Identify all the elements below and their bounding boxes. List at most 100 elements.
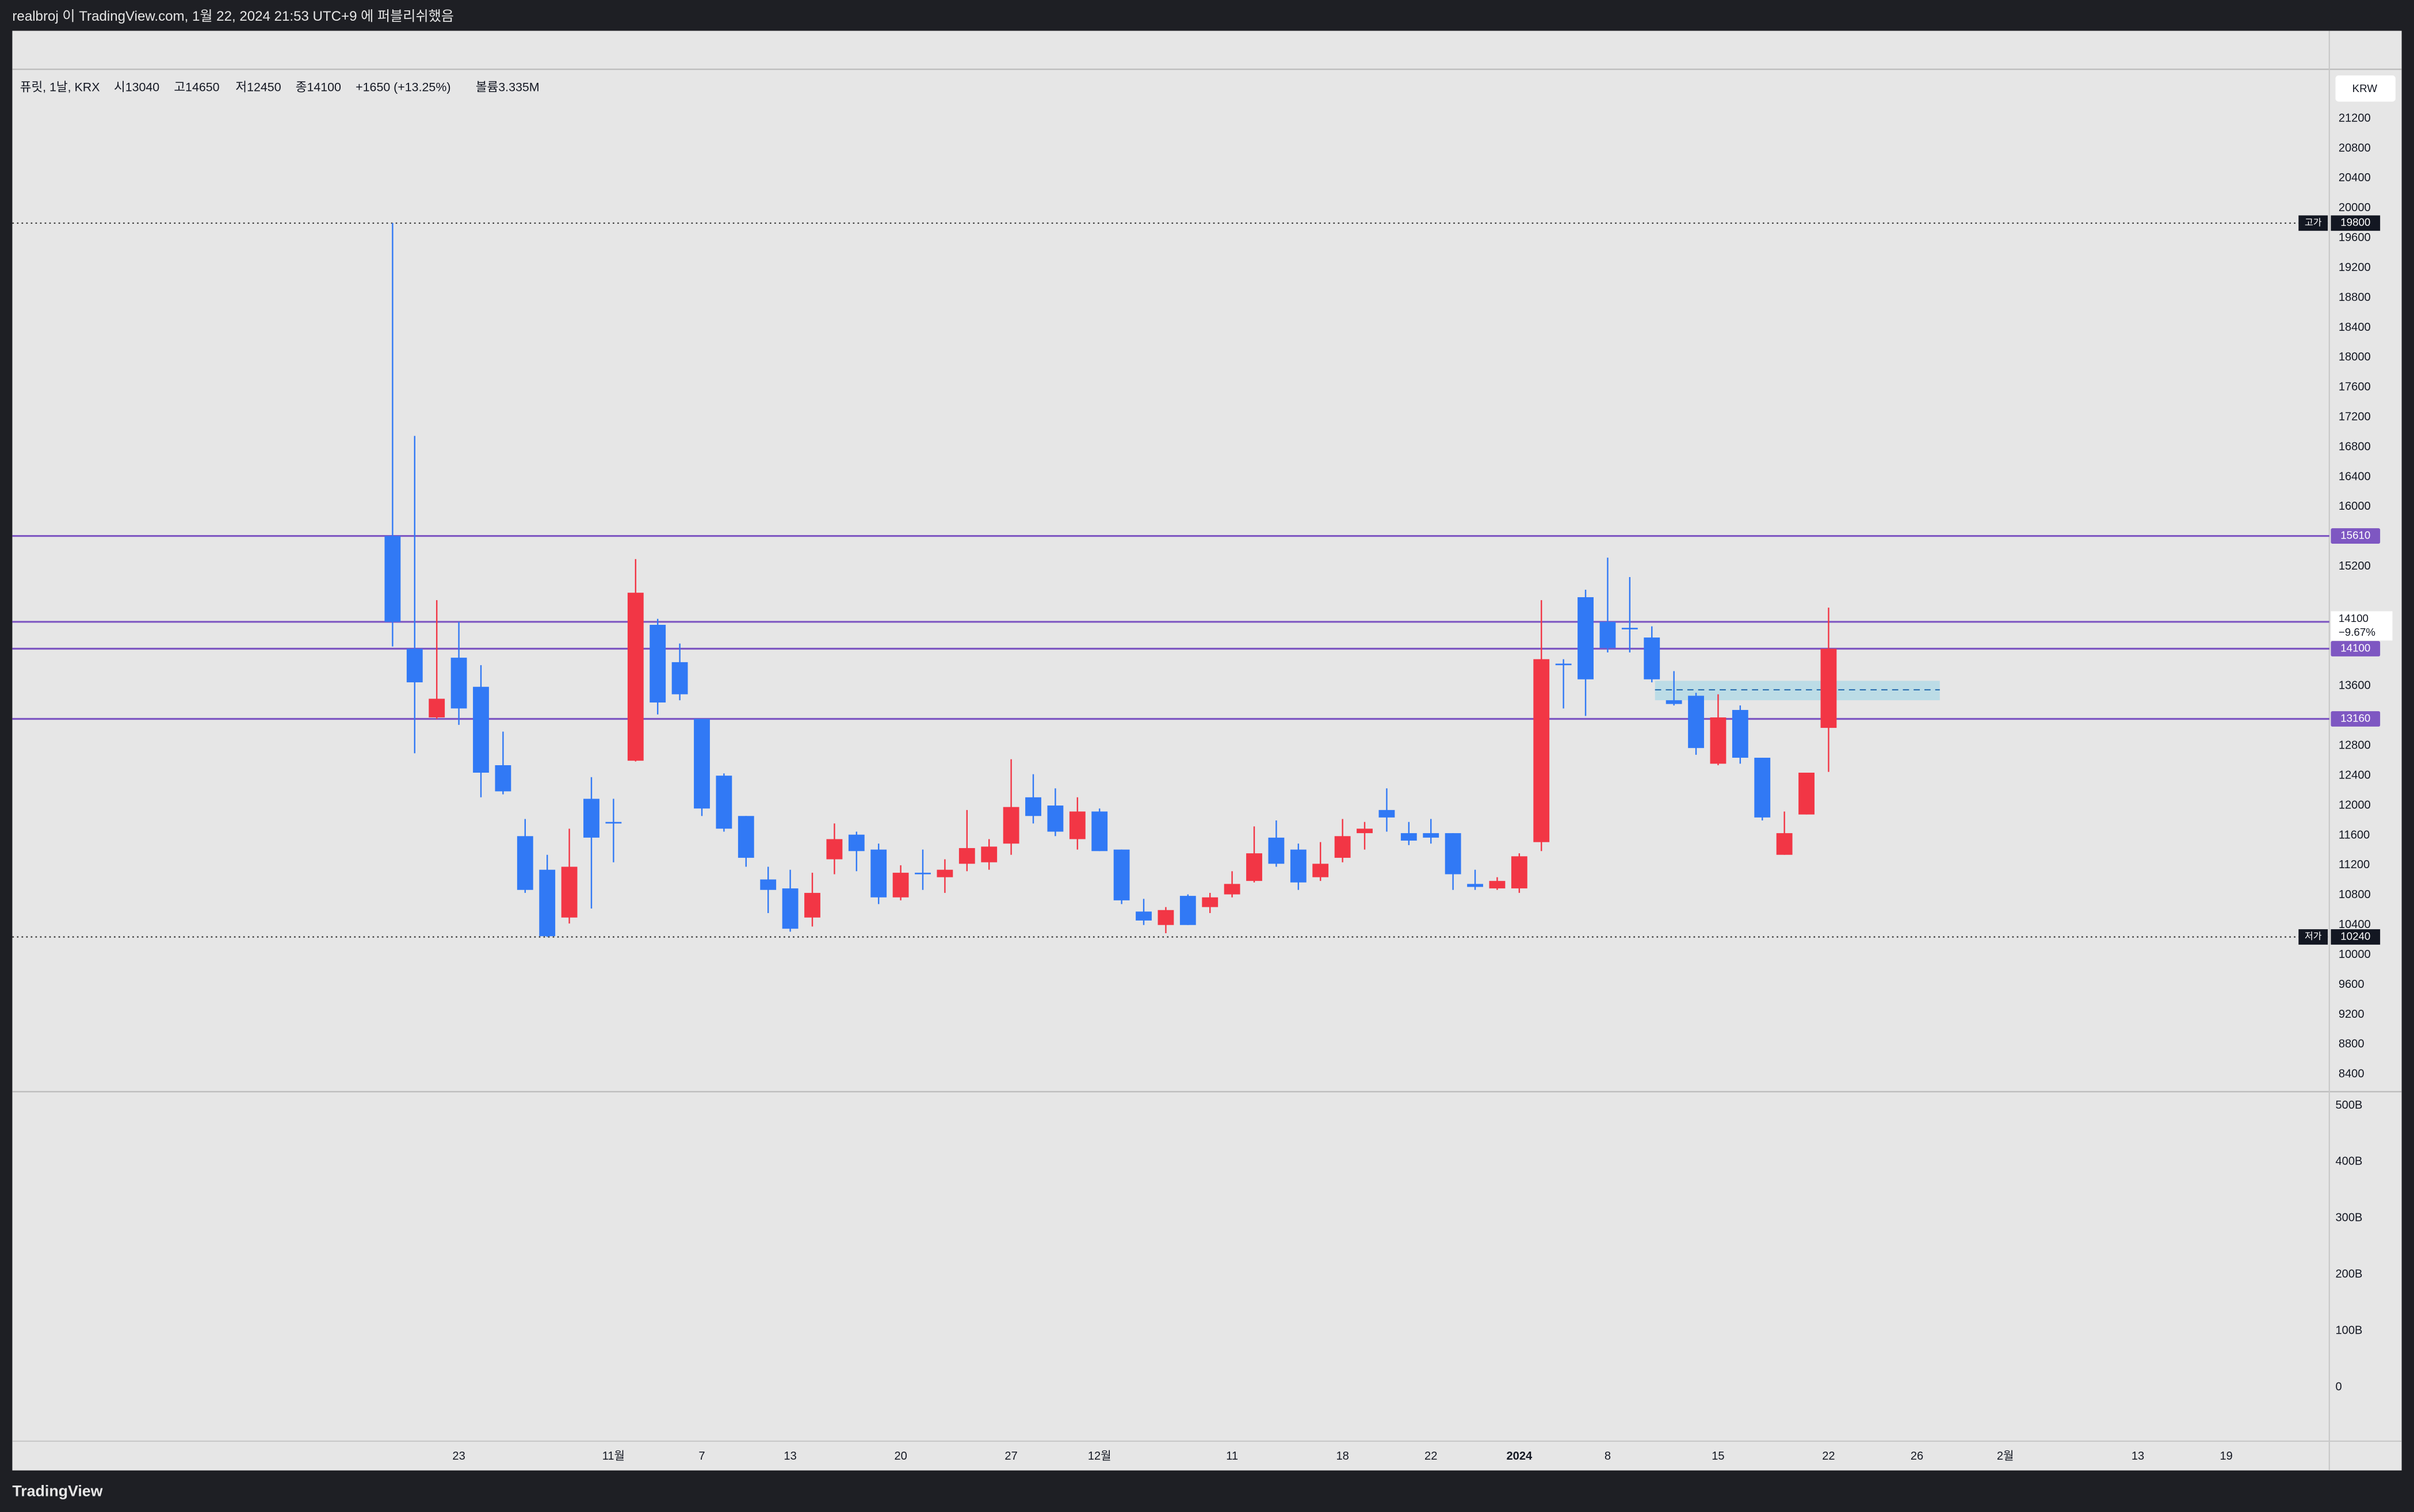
candle-body [1423, 833, 1439, 838]
candle-body [517, 836, 533, 890]
y-tick-label: 9200 [2339, 1008, 2365, 1021]
x-tick-label: 20 [894, 1450, 907, 1463]
candle-body [1136, 911, 1152, 921]
candle-body [605, 822, 622, 824]
y-tick-label: 18800 [2339, 291, 2371, 304]
candle-body [495, 765, 511, 792]
y-tick-label: 11600 [2339, 828, 2370, 841]
candle-body [671, 662, 688, 694]
candle-body [1511, 856, 1527, 889]
candle-body [1467, 884, 1483, 887]
level-label: 15610 [2340, 529, 2370, 541]
candle-body [627, 593, 644, 761]
candle-body [1489, 881, 1506, 889]
candle-body [1400, 833, 1417, 841]
candle-body [1246, 853, 1262, 881]
y-tick-label: 15200 [2339, 560, 2371, 572]
extreme-value: 10240 [2340, 930, 2370, 942]
candle-body [937, 869, 953, 877]
y-tick-label: 17600 [2339, 381, 2371, 394]
candle-body [1445, 833, 1461, 875]
y-tick-label: 9600 [2339, 978, 2365, 991]
candle-body [1025, 797, 1041, 816]
y-tick-label: 10400 [2339, 918, 2371, 931]
y-tick-label: 16000 [2339, 500, 2371, 513]
x-tick-label: 18 [1336, 1450, 1349, 1463]
candle-body [1732, 709, 1748, 758]
x-tick-label: 12월 [1088, 1449, 1111, 1463]
candle-body [1820, 648, 1837, 728]
y-tick-label: 10000 [2339, 948, 2371, 961]
candle-body [1533, 659, 1550, 842]
level-label-box [2331, 528, 2381, 544]
candle-body [429, 698, 445, 717]
currency: KRW [2352, 82, 2378, 94]
extreme-tag-box [2298, 929, 2328, 945]
x-tick-label: 23 [452, 1450, 465, 1463]
candle-body [1621, 628, 1638, 629]
y2-tick-label: 300B [2336, 1212, 2363, 1224]
last-price-box [2331, 611, 2393, 641]
y-tick-label: 8400 [2339, 1068, 2365, 1080]
x-tick-label: 22 [1424, 1450, 1437, 1463]
legend-low: 저12450 [235, 80, 281, 94]
chart-area [12, 30, 2402, 1471]
legend-open: 시13040 [114, 80, 159, 94]
candle-body [738, 816, 754, 858]
y2-tick-label: 500B [2336, 1099, 2363, 1112]
candle-body [450, 658, 467, 709]
candle-body [539, 869, 556, 937]
candle-body [870, 849, 887, 898]
level-label-box [2331, 711, 2381, 727]
y-tick-label: 20400 [2339, 171, 2371, 184]
extreme-value-box [2331, 215, 2381, 231]
candle-body [1688, 696, 1704, 749]
symbol: 퓨릿, 1날, KRX [20, 80, 100, 94]
candle-body [1179, 896, 1196, 925]
legend-volume: 볼륨3.335M [476, 80, 540, 94]
y-tick-label: 21200 [2339, 112, 2371, 124]
x-tick-label: 13 [784, 1450, 796, 1463]
candle-body [1312, 864, 1329, 877]
level-label-box [2331, 641, 2381, 656]
last-price: 14100 [2339, 612, 2369, 624]
candle-body [1003, 807, 1019, 844]
candle-body [804, 892, 820, 918]
candle-body [1798, 772, 1815, 815]
y-tick-label: 10800 [2339, 888, 2371, 901]
y-tick-label: 20000 [2339, 201, 2371, 214]
candle-body [1202, 897, 1219, 907]
x-tick-label: 27 [1004, 1450, 1017, 1463]
candle-body [1268, 837, 1285, 864]
candle-body [1577, 597, 1594, 679]
legend-high: 고14650 [174, 80, 219, 94]
candle-body [782, 888, 799, 929]
candle-body [473, 686, 489, 773]
x-tick-label: 7 [698, 1450, 705, 1463]
y-tick-label: 11200 [2339, 858, 2370, 871]
candle-body [1378, 810, 1395, 818]
candle-body [915, 872, 931, 875]
y-tick-label: 19600 [2339, 231, 2371, 244]
candle-body [1666, 700, 1682, 704]
y-tick-label: 20800 [2339, 142, 2371, 154]
extreme-tag: 저가 [2305, 931, 2322, 942]
y2-tick-label: 200B [2336, 1268, 2363, 1281]
y-tick-label: 18400 [2339, 321, 2371, 334]
legend: 퓨릿, 1날, KRX 시13040 고14650 저12450 종14100 … [20, 80, 540, 94]
y2-tick-label: 0 [2336, 1381, 2342, 1393]
x-tick-label: 2024 [1507, 1450, 1533, 1463]
x-tick-label: 2월 [1997, 1449, 2014, 1463]
candle-body [694, 719, 710, 809]
candle-body [1334, 836, 1351, 858]
currency-box[interactable] [2335, 75, 2396, 102]
candle-body [1113, 849, 1130, 900]
candle-body [1069, 811, 1086, 839]
candle-body [1158, 910, 1174, 925]
y-tick-label: 8800 [2339, 1038, 2365, 1051]
candle-body [1357, 828, 1373, 834]
candle-body [958, 848, 975, 864]
y-tick-label: 18000 [2339, 351, 2371, 364]
candle-body [561, 866, 578, 918]
